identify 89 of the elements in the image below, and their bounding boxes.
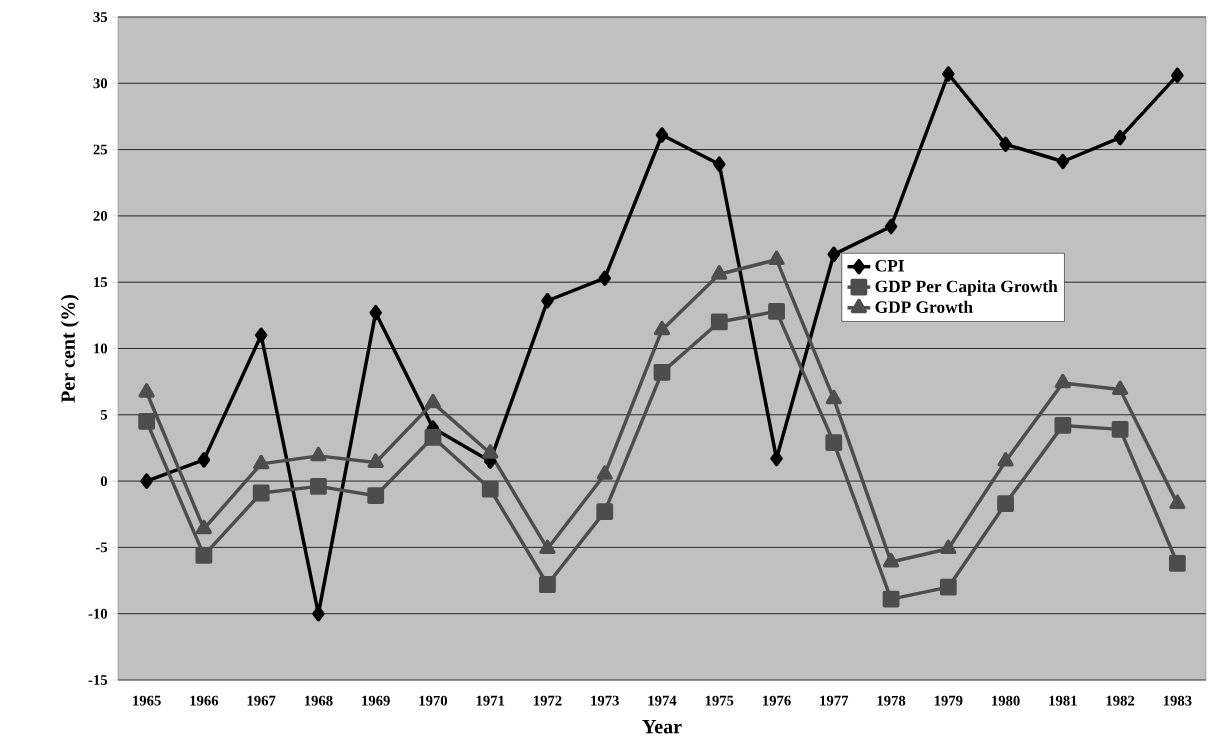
y-tick-label: 15: [94, 277, 108, 288]
x-tick-label: 1976: [763, 695, 791, 706]
point: [825, 434, 843, 452]
point: [482, 444, 499, 459]
point: [882, 590, 900, 608]
point: [254, 327, 268, 343]
point: [940, 539, 957, 555]
legend-label: GDP Growth: [875, 300, 973, 313]
x-tick-label: 1966: [190, 695, 219, 706]
point: [539, 539, 556, 555]
point: [942, 66, 955, 82]
x-tick-label: 1982: [1106, 695, 1135, 706]
legend-label: CPI: [875, 259, 904, 272]
point: [369, 304, 382, 321]
y-tick-label: -10: [88, 608, 108, 619]
y-tick-label: 35: [93, 12, 108, 22]
y-tick-label: 5: [100, 409, 108, 420]
x-tick-label: 1965: [133, 695, 161, 706]
x-tick-label: 1983: [1163, 695, 1192, 706]
point: [999, 136, 1012, 153]
point: [1168, 554, 1186, 572]
point: [598, 270, 611, 286]
point: [541, 293, 554, 309]
point: [939, 578, 957, 596]
point: [653, 363, 671, 381]
x-tick-label: 1973: [591, 695, 619, 706]
point: [768, 302, 785, 320]
point: [997, 452, 1014, 467]
point: [884, 218, 898, 235]
point: [997, 495, 1014, 513]
point: [195, 546, 213, 564]
point: [1112, 380, 1129, 395]
point: [252, 484, 270, 502]
x-tick-label: 1981: [1049, 695, 1077, 706]
x-tick-label: 1978: [877, 695, 906, 706]
point: [253, 454, 270, 470]
point: [367, 453, 384, 468]
point: [710, 313, 728, 331]
point: [655, 127, 669, 143]
y-tick-label: 0: [100, 476, 108, 487]
point: [882, 552, 900, 568]
x-tick-label: 1974: [648, 695, 677, 706]
point: [310, 477, 327, 495]
x-tick-label: 1971: [476, 695, 505, 706]
x-tick-label: 1968: [304, 695, 333, 706]
x-tick-label: 1969: [362, 695, 390, 706]
point: [424, 428, 442, 446]
point: [825, 389, 842, 405]
point: [539, 576, 556, 593]
point: [138, 383, 155, 398]
point: [310, 446, 327, 462]
x-tick-label: 1970: [419, 695, 448, 706]
point: [1171, 67, 1184, 84]
y-tick-label: 25: [93, 144, 108, 155]
point: [713, 156, 726, 172]
x-tick-label: 1972: [533, 695, 562, 706]
y-tick-label: -5: [95, 542, 108, 553]
point: [596, 503, 614, 520]
point: [1111, 420, 1129, 438]
point: [711, 265, 728, 280]
y-tick-label: -15: [88, 675, 108, 685]
point: [768, 250, 785, 266]
y-tick-label: 10: [94, 343, 108, 354]
point: [367, 487, 385, 505]
point: [1169, 494, 1186, 510]
point: [1054, 373, 1071, 389]
x-tick-label: 1975: [705, 695, 734, 706]
point: [1054, 416, 1072, 434]
y-axis-title: Per cent (%): [60, 294, 79, 403]
legend-label: GDP Per Capita Growth: [875, 280, 1058, 296]
point: [596, 465, 613, 480]
x-tick-label: 1967: [247, 695, 276, 706]
point: [481, 480, 499, 498]
x-tick-label: 1977: [820, 695, 849, 706]
x-tick-label: 1980: [992, 695, 1020, 706]
point: [197, 452, 211, 468]
point: [653, 320, 671, 336]
point: [1113, 129, 1127, 146]
point: [770, 450, 783, 467]
y-tick-label: 30: [93, 78, 108, 89]
x-axis-title: Year: [642, 720, 682, 734]
x-tick-label: 1979: [934, 695, 963, 706]
point: [195, 519, 212, 535]
y-tick-label: 20: [93, 210, 108, 221]
point: [1056, 153, 1070, 170]
point: [140, 473, 153, 489]
point: [424, 393, 442, 409]
point: [138, 413, 156, 430]
point: [827, 246, 841, 263]
